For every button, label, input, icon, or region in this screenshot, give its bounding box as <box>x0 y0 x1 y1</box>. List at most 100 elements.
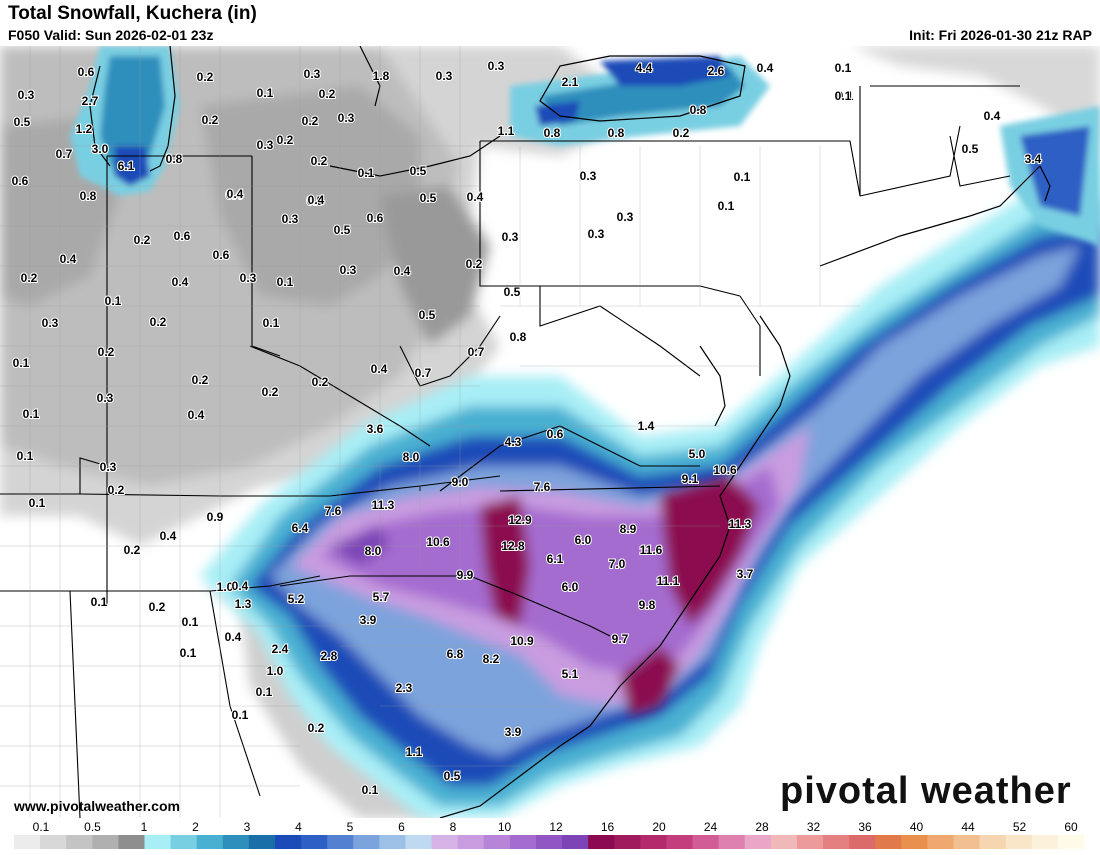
legend-swatch <box>301 835 328 849</box>
snowfall-value-label: 0.4 <box>467 190 484 204</box>
snowfall-value-label: 0.3 <box>100 460 117 474</box>
snowfall-value-label: 5.0 <box>689 447 706 461</box>
legend-tick-label: 1 <box>141 820 148 834</box>
snowfall-value-label: 0.1 <box>835 61 852 75</box>
legend-swatch <box>744 835 772 849</box>
snowfall-value-label: 0.7 <box>468 345 485 359</box>
snowfall-value-label: 2.8 <box>321 649 338 663</box>
snowfall-value-label: 0.5 <box>334 223 351 237</box>
snowfall-value-label: 0.6 <box>547 427 564 441</box>
snowfall-value-label: 7.0 <box>609 557 626 571</box>
snowfall-value-label: 0.3 <box>42 316 59 330</box>
snowfall-value-label: 12.8 <box>501 539 525 553</box>
snowfall-value-label: 0.2 <box>150 315 167 329</box>
snowfall-value-label: 0.4 <box>371 362 388 376</box>
snowfall-value-label: 8.0 <box>365 544 382 558</box>
snowfall-value-label: 0.8 <box>166 152 183 166</box>
legend-tick-label: 0.1 <box>33 820 50 834</box>
legend-tick-label: 6 <box>398 820 405 834</box>
snowfall-value-label: 0.1 <box>13 356 30 370</box>
snowfall-value-label: 0.1 <box>277 275 294 289</box>
snowfall-value-label: 0.1 <box>718 199 735 213</box>
snowfall-value-label: 0.2 <box>124 543 141 557</box>
snowfall-value-label: 0.5 <box>419 308 436 322</box>
snowfall-value-label: 0.2 <box>311 154 328 168</box>
legend-swatch <box>770 835 798 849</box>
snowfall-value-label: 0.4 <box>226 188 243 202</box>
snowfall-value-label: 0.5 <box>504 285 521 299</box>
legend-tick-label: 24 <box>704 820 718 834</box>
legend-tick-label: 5 <box>347 820 354 834</box>
snowfall-value-label: 11.6 <box>640 543 663 557</box>
snowfall-value-label: 7.6 <box>534 480 551 494</box>
cape-cod-band <box>1000 106 1100 246</box>
snowfall-value-label: 0.2 <box>202 113 219 127</box>
snowfall-value-label: 0.6 <box>12 174 29 188</box>
legend-swatch <box>979 835 1007 849</box>
init-time: Init: Fri 2026-01-30 21z RAP <box>909 27 1092 43</box>
snowfall-value-label: 2.7 <box>82 94 99 108</box>
snowfall-value-label: 0.4 <box>757 61 774 75</box>
snowfall-value-label: 0.2 <box>21 271 38 285</box>
snowfall-value-label: 0.8 <box>544 126 561 140</box>
snowfall-value-label: 9.8 <box>639 598 656 612</box>
snowfall-value-label: 3.6 <box>367 422 384 436</box>
snowfall-value-label: 3.4 <box>1025 152 1042 166</box>
legend-swatch <box>196 835 224 849</box>
snowfall-value-label: 12.9 <box>508 513 532 527</box>
snowfall-value-label: 5.7 <box>373 590 390 604</box>
snowfall-value-label: 0.1 <box>182 615 199 629</box>
snowfall-value-label: 9.0 <box>452 475 469 489</box>
legend-swatch <box>405 835 433 849</box>
legend-swatch <box>640 835 667 849</box>
snowfall-value-label: 0.1 <box>180 646 197 660</box>
snowfall-value-label: 3.7 <box>737 567 754 581</box>
snowfall-value-label: 2.3 <box>396 681 413 695</box>
snowfall-value-label: 4.4 <box>636 61 653 75</box>
snowfall-value-label: 11.3 <box>372 498 395 512</box>
snowfall-value-label: 9.9 <box>457 568 474 582</box>
legend-swatch <box>953 835 981 849</box>
legend-swatch <box>562 835 589 849</box>
snowfall-value-label: 8.9 <box>620 522 637 536</box>
snowfall-value-label: 0.4 <box>984 109 1001 123</box>
snowfall-value-label: 0.1 <box>362 783 379 797</box>
snowfall-value-label: 0.6 <box>174 229 191 243</box>
legend-swatch <box>927 835 955 849</box>
snowfall-value-label: 3.0 <box>92 142 109 156</box>
snowfall-value-label: 0.7 <box>415 366 432 380</box>
snowfall-value-label: 2.6 <box>708 64 725 78</box>
legend-tick-label: 4 <box>295 820 302 834</box>
snowfall-value-label: 11.1 <box>657 574 680 588</box>
legend-swatch <box>1005 835 1033 849</box>
snowfall-value-label: 0.2 <box>319 87 336 101</box>
legend-tick-label: 44 <box>961 820 975 834</box>
snowfall-value-label: 1.4 <box>638 419 655 433</box>
snowfall-value-label: 0.9 <box>207 510 224 524</box>
county-grid <box>0 46 860 818</box>
snowfall-value-label: 0.8 <box>80 189 97 203</box>
snowfall-value-label: 0.2 <box>108 483 125 497</box>
snowfall-value-label: 6.4 <box>292 521 309 535</box>
snowfall-value-label: 0.2 <box>149 600 166 614</box>
snowfall-value-label: 11.3 <box>729 517 752 531</box>
valid-time: F050 Valid: Sun 2026-02-01 23z <box>8 27 214 43</box>
snowfall-value-label: 0.6 <box>213 248 230 262</box>
snowfall-value-label: 6.1 <box>118 159 135 173</box>
snowfall-value-label: 0.2 <box>308 721 325 735</box>
snowfall-value-label: 3.9 <box>360 613 377 627</box>
pivotal-weather-logo: pivotal weather <box>780 770 1072 812</box>
snowfall-value-label: 0.8 <box>608 126 625 140</box>
snowfall-value-label: 1.2 <box>76 122 93 136</box>
website-url[interactable]: www.pivotalweather.com <box>14 798 180 814</box>
snowfall-value-label: 3.9 <box>505 725 522 739</box>
snowfall-value-label: 0.5 <box>420 191 437 205</box>
snowfall-value-label: 0.5 <box>307 194 324 208</box>
legend-swatch <box>614 835 641 849</box>
snowfall-value-label: 1.0 <box>267 664 284 678</box>
map-value-labels: 0.6 0.3 2.7 0.5 1.2 0.7 3.0 6.1 0.6 0.8 0.2 0.1 0.2 0… <box>11 58 1043 798</box>
snowfall-value-label: 0.4 <box>227 187 244 201</box>
snowfall-value-label: 5.1 <box>562 667 579 681</box>
snowfall-value-label: 0.3 <box>588 227 605 241</box>
snowfall-value-label: 1.0 <box>217 580 234 594</box>
